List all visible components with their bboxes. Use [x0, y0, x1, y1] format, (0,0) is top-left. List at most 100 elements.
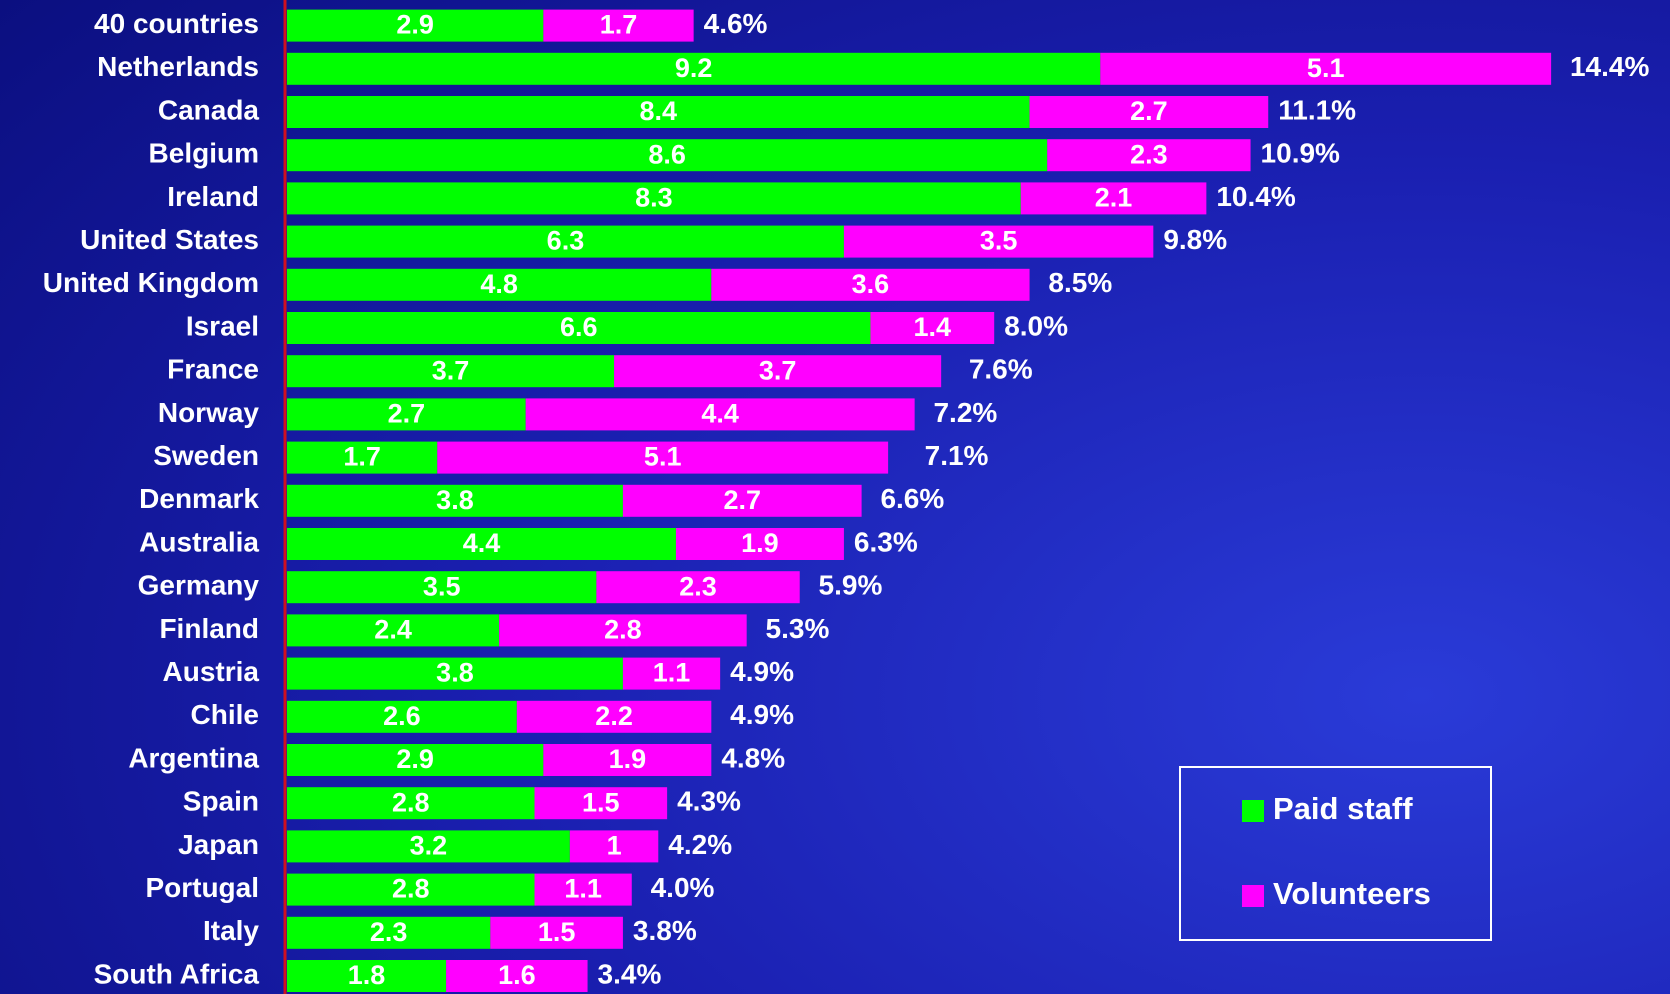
- bar-segment: [543, 744, 712, 776]
- segment-label: 2.6: [383, 701, 421, 731]
- bar-segment: [1100, 52, 1552, 85]
- y-tick-label: South Africa: [94, 958, 260, 989]
- bar-segment: [287, 355, 615, 388]
- y-tick-label: Spain: [183, 786, 259, 817]
- legend-swatch: [1242, 885, 1264, 907]
- total-label: 3.4%: [598, 958, 662, 989]
- bar-segment: [287, 657, 623, 690]
- total-label: 6.3%: [854, 526, 918, 557]
- segment-label: 3.6: [852, 269, 890, 299]
- y-tick-label: 40 countries: [94, 8, 259, 39]
- segment-label: 4.4: [701, 399, 739, 429]
- y-tick-label: Ireland: [167, 181, 259, 212]
- y-tick-label: Finland: [159, 613, 259, 644]
- segment-label: 4.8: [480, 269, 518, 299]
- segment-label: 1.9: [741, 528, 779, 558]
- segment-label: 2.3: [1130, 139, 1168, 169]
- segment-label: 3.8: [436, 658, 474, 688]
- segment-label: 3.7: [759, 355, 797, 385]
- total-label: 11.1%: [1278, 94, 1356, 125]
- total-label: 4.6%: [704, 8, 768, 39]
- segment-label: 1.5: [582, 787, 620, 817]
- bar-segment: [622, 657, 721, 690]
- total-label: 5.3%: [766, 613, 830, 644]
- segment-label: 4.4: [463, 528, 501, 558]
- bar-segment: [287, 571, 597, 604]
- segment-label: 3.8: [436, 485, 474, 515]
- y-tick-label: Austria: [163, 656, 260, 687]
- bar-segment: [1020, 182, 1207, 215]
- y-tick-label: Belgium: [149, 138, 259, 169]
- bar-segment: [287, 528, 676, 560]
- bar-segment: [287, 312, 871, 344]
- segment-label: 3.7: [432, 355, 470, 385]
- total-label: 4.9%: [730, 699, 794, 730]
- segment-label: 2.2: [595, 701, 633, 731]
- total-label: 8.5%: [1048, 267, 1112, 298]
- bar-segment: [287, 139, 1048, 172]
- segment-label: 1.7: [600, 10, 638, 40]
- total-label: 4.2%: [668, 829, 732, 860]
- segment-label: 1.6: [498, 960, 536, 990]
- bar-segment: [711, 268, 1030, 301]
- bar-segment: [525, 398, 915, 431]
- segment-label: 2.7: [388, 399, 426, 429]
- bar-segment: [287, 484, 623, 517]
- bar-segment: [622, 484, 862, 517]
- total-label: 6.6%: [880, 483, 944, 514]
- bar-segment: [543, 9, 694, 42]
- y-tick-label: Sweden: [153, 440, 259, 471]
- bar-segment: [499, 614, 747, 647]
- total-label: 9.8%: [1163, 224, 1227, 255]
- bar-segment: [287, 52, 1101, 85]
- y-tick-label: Japan: [178, 829, 259, 860]
- segment-label: 8.4: [640, 96, 678, 126]
- segment-label: 3.2: [410, 831, 448, 861]
- total-label: 4.3%: [677, 786, 741, 817]
- bar-segment: [614, 355, 942, 388]
- segment-label: 1.1: [564, 874, 602, 904]
- bar-segment: [437, 441, 889, 474]
- bar-segment: [287, 830, 570, 863]
- total-label: 5.9%: [819, 570, 883, 601]
- bar-segment: [287, 182, 1021, 215]
- bar-segment: [534, 873, 632, 906]
- segment-label: 2.3: [370, 917, 408, 947]
- total-label: 7.6%: [969, 354, 1033, 385]
- y-tick-label: Netherlands: [97, 51, 259, 82]
- segment-label: 3.5: [423, 571, 461, 601]
- bar-segment: [516, 700, 712, 733]
- total-label: 10.9%: [1261, 138, 1340, 169]
- legend-label: Volunteers: [1273, 876, 1431, 911]
- bar-segment: [287, 225, 844, 258]
- segment-label: 1.4: [914, 312, 952, 342]
- bar-segment: [1047, 139, 1251, 172]
- legend-box: [1179, 766, 1492, 941]
- segment-label: 5.1: [1307, 53, 1345, 83]
- segment-label: 1.9: [609, 744, 647, 774]
- bar-segment: [534, 787, 668, 820]
- segment-label: 6.6: [560, 312, 598, 342]
- y-tick-label: United States: [80, 224, 259, 255]
- segment-label: 2.8: [604, 615, 642, 645]
- total-label: 10.4%: [1216, 181, 1295, 212]
- y-tick-label: Portugal: [145, 872, 259, 903]
- total-label: 4.0%: [651, 872, 715, 903]
- segment-label: 2.9: [396, 10, 434, 40]
- bar-segment: [287, 873, 535, 906]
- bar-segment: [843, 225, 1154, 258]
- segment-label: 9.2: [675, 53, 713, 83]
- y-tick-label: France: [167, 354, 259, 385]
- bar-segment: [287, 960, 447, 992]
- y-tick-label: Chile: [191, 699, 259, 730]
- segment-label: 1.8: [348, 960, 386, 990]
- segment-label: 1.1: [653, 658, 691, 688]
- segment-label: 5.1: [644, 442, 682, 472]
- segment-label: 2.4: [374, 615, 412, 645]
- y-tick-label: Canada: [158, 94, 260, 125]
- segment-label: 2.3: [679, 571, 717, 601]
- total-label: 14.4%: [1570, 51, 1649, 82]
- legend-label: Paid staff: [1273, 791, 1413, 826]
- segment-label: 8.3: [635, 183, 673, 213]
